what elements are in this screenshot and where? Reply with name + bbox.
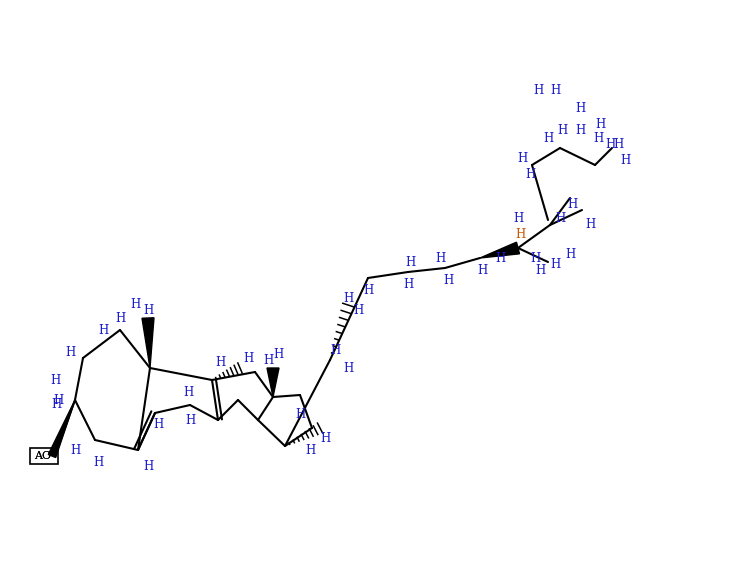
Text: H: H [65, 346, 75, 359]
Text: H: H [477, 264, 487, 277]
Text: H: H [435, 252, 445, 265]
Text: H: H [515, 229, 525, 242]
Text: H: H [533, 84, 543, 97]
Text: H: H [530, 252, 540, 265]
Text: H: H [53, 393, 63, 406]
Text: H: H [70, 443, 80, 456]
Text: H: H [567, 198, 577, 211]
Text: H: H [130, 298, 140, 311]
Text: H: H [550, 259, 560, 271]
Text: H: H [495, 252, 505, 265]
Text: H: H [353, 303, 363, 316]
Text: H: H [613, 138, 623, 152]
Text: H: H [620, 153, 630, 166]
Text: H: H [273, 348, 283, 361]
Text: H: H [243, 351, 253, 365]
Text: H: H [305, 443, 315, 456]
Text: H: H [405, 256, 415, 270]
Text: H: H [183, 387, 193, 400]
Text: H: H [143, 303, 153, 316]
Polygon shape [142, 318, 154, 368]
Text: H: H [143, 460, 153, 473]
Text: H: H [535, 264, 545, 277]
Text: H: H [555, 211, 565, 224]
Text: H: H [565, 248, 575, 261]
Text: H: H [575, 102, 585, 115]
Text: H: H [605, 138, 615, 152]
Text: H: H [575, 124, 585, 137]
Text: H: H [51, 397, 61, 410]
Text: AO: AO [34, 451, 51, 461]
Text: H: H [343, 292, 353, 305]
Polygon shape [48, 400, 75, 457]
Text: H: H [557, 124, 567, 137]
Text: H: H [403, 279, 413, 292]
Polygon shape [267, 368, 279, 397]
Text: H: H [320, 432, 330, 445]
Text: H: H [443, 274, 453, 287]
Text: H: H [343, 361, 353, 374]
Text: H: H [93, 455, 103, 469]
Text: H: H [595, 119, 605, 132]
Text: H: H [525, 169, 535, 182]
Text: H: H [215, 356, 225, 369]
Text: H: H [543, 132, 553, 144]
Text: H: H [330, 343, 340, 356]
Text: H: H [513, 211, 523, 224]
Text: H: H [185, 414, 195, 427]
Polygon shape [480, 242, 519, 258]
Text: H: H [153, 419, 163, 432]
Text: H: H [295, 409, 305, 422]
Text: H: H [585, 219, 595, 232]
Text: H: H [550, 84, 560, 97]
Text: H: H [517, 152, 527, 165]
Text: AO: AO [34, 451, 51, 461]
Text: H: H [50, 374, 60, 387]
Text: H: H [98, 324, 108, 337]
Text: H: H [263, 353, 273, 366]
Text: H: H [115, 311, 125, 324]
Text: H: H [593, 132, 603, 144]
Text: H: H [363, 283, 373, 297]
Bar [30, 448, 58, 464]
